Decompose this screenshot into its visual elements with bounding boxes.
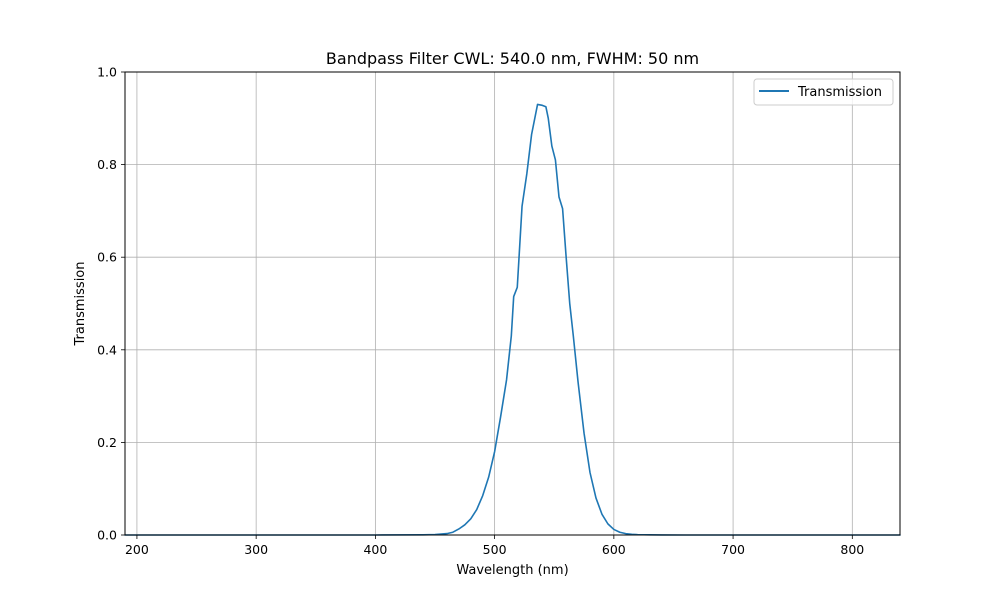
series-line-transmission — [124, 103, 901, 536]
legend-label-transmission: Transmission — [797, 85, 882, 100]
x-tick-label: 600 — [602, 542, 626, 557]
axis-ticks: 200 300 400 500 600 700 800 0.0 0.2 0.4 0.6 0.8 1.0 — [97, 65, 864, 558]
y-tick-label: 0.4 — [97, 342, 117, 357]
chart-title: Bandpass Filter CWL: 540.0 nm, FWHM: 50 … — [326, 49, 699, 68]
x-tick-label: 200 — [125, 542, 149, 557]
y-tick-label: 0.0 — [97, 528, 117, 543]
legend-box — [753, 78, 894, 106]
y-tick-label: 1.0 — [97, 65, 117, 80]
legend: Transmission — [753, 78, 894, 106]
series-layer — [124, 103, 901, 536]
x-tick-label: 700 — [721, 542, 745, 557]
y-tick-label: 0.8 — [97, 157, 117, 172]
plot-frame — [124, 71, 901, 536]
y-tick-label: 0.6 — [97, 250, 117, 265]
x-tick-label: 400 — [363, 542, 387, 557]
x-tick-label: 300 — [244, 542, 268, 557]
x-tick-label: 800 — [840, 542, 864, 557]
x-axis-label: Wavelength (nm) — [456, 563, 568, 578]
x-tick-label: 500 — [483, 542, 507, 557]
y-axis-label: Transmission — [73, 262, 88, 347]
y-tick-label: 0.2 — [97, 435, 117, 450]
